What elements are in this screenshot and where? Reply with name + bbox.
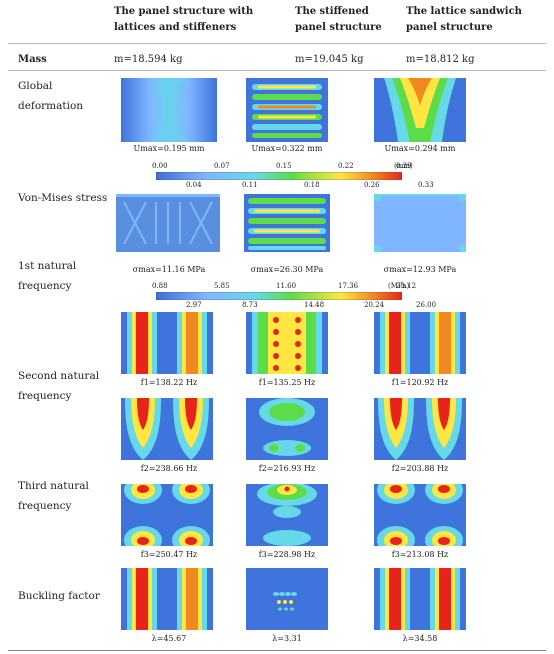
mass-c1: m=18.594 kg [114,54,183,65]
colorbar2-unit: (MPa) [388,282,410,290]
colorbar2-tick: 5.85 [214,282,230,290]
colorbar2-tick: 0.88 [152,282,168,290]
stress-caption-1: σmax=11.16 MPa [132,265,206,274]
label-third-frequency: Third natural frequency [18,480,89,512]
colorbar1-tick: 0.22 [338,162,354,170]
label-von-mises: Von-Mises stress [18,192,108,204]
colorbar1-tick: 0.18 [304,181,320,189]
mode1-image-1 [121,312,213,374]
colorbar1-tick: 0.07 [214,162,230,170]
label-global-deformation: Global deformation [18,80,84,112]
mass-rule [8,70,546,71]
label-buckling-factor: Buckling factor [18,590,100,602]
deformation-image-2 [246,78,328,142]
buckling-caption-3: λ=34.58 [402,634,438,643]
colorbar2-tick: 14.48 [304,301,325,309]
stress-caption-3: σmax=12.93 MPa [383,265,457,274]
deformation-caption-2: Umax=0.322 mm [251,144,323,153]
mode1-caption-2: f1=135.25 Hz [258,378,316,387]
buckling-image-2 [246,568,328,630]
header-col1: The panel structure with lattices and st… [114,6,254,33]
colorbar1 [156,172,402,180]
mass-label: Mass [18,54,47,65]
colorbar2-tick: 20.24 [364,301,385,309]
colorbar1-tick: 0.29 [396,162,412,170]
stress-image-3 [374,194,466,252]
colorbar1-tick: 0.00 [152,162,168,170]
buckling-caption-1: λ=45.67 [151,634,187,643]
stress-caption-2: σmax=26.30 MPa [250,265,324,274]
colorbar2 [156,292,402,300]
buckling-image-1 [121,568,213,630]
colorbar2-tick: 26.00 [416,301,437,309]
header-col3: The lattice sandwich panel structure [406,6,522,33]
deformation-caption-1: Umax=0.195 mm [133,144,205,153]
mode3-image-2 [246,484,328,546]
mode2-image-2 [246,398,328,460]
header-rule [8,43,546,44]
deformation-image-3 [374,78,466,142]
colorbar1-tick: 0.04 [186,181,202,189]
deformation-image-1 [121,78,217,142]
colorbar1-unit: (mm) [394,162,413,170]
label-second-frequency: Second natural frequency [18,370,100,402]
mode3-caption-2: f3=228.98 Hz [258,550,316,559]
mode2-caption-1: f2=238.66 Hz [140,464,198,473]
mode3-image-1 [121,484,213,546]
colorbar2-tick: 17.36 [338,282,359,290]
mode2-caption-2: f2=216.93 Hz [258,464,316,473]
colorbar2-tick: 23.12 [396,282,417,290]
mode2-caption-3: f2=203.88 Hz [391,464,449,473]
colorbar2-tick: 2.97 [186,301,202,309]
mode3-caption-1: f3=250.47 Hz [140,550,198,559]
stress-image-2 [244,194,330,252]
buckling-caption-2: λ=3.31 [272,634,302,643]
colorbar1-tick: 0.11 [242,181,258,189]
mode1-image-2 [246,312,328,374]
colorbar1-tick: 0.33 [418,181,434,189]
header-col2: The stiffened panel structure [295,6,382,33]
colorbar1-tick: 0.26 [364,181,380,189]
mode3-image-3 [374,484,466,546]
label-first-frequency: 1st natural frequency [18,260,77,292]
colorbar1-tick: 0.15 [276,162,292,170]
mode1-image-3 [374,312,466,374]
colorbar2-tick: 11.60 [276,282,297,290]
mode1-caption-3: f1=120.92 Hz [391,378,449,387]
deformation-caption-3: Umax=0.294 mm [384,144,456,153]
mode1-caption-1: f1=138.22 Hz [140,378,198,387]
buckling-image-3 [374,568,466,630]
colorbar2-tick: 8.73 [242,301,258,309]
stress-image-1 [116,194,220,252]
bottom-rule [8,650,546,651]
mode2-image-1 [121,398,213,460]
mode2-image-3 [374,398,466,460]
mode3-caption-3: f3=213.08 Hz [391,550,449,559]
mass-c3: m=18.812 kg [406,54,475,65]
mass-c2: m=19.045 kg [295,54,364,65]
